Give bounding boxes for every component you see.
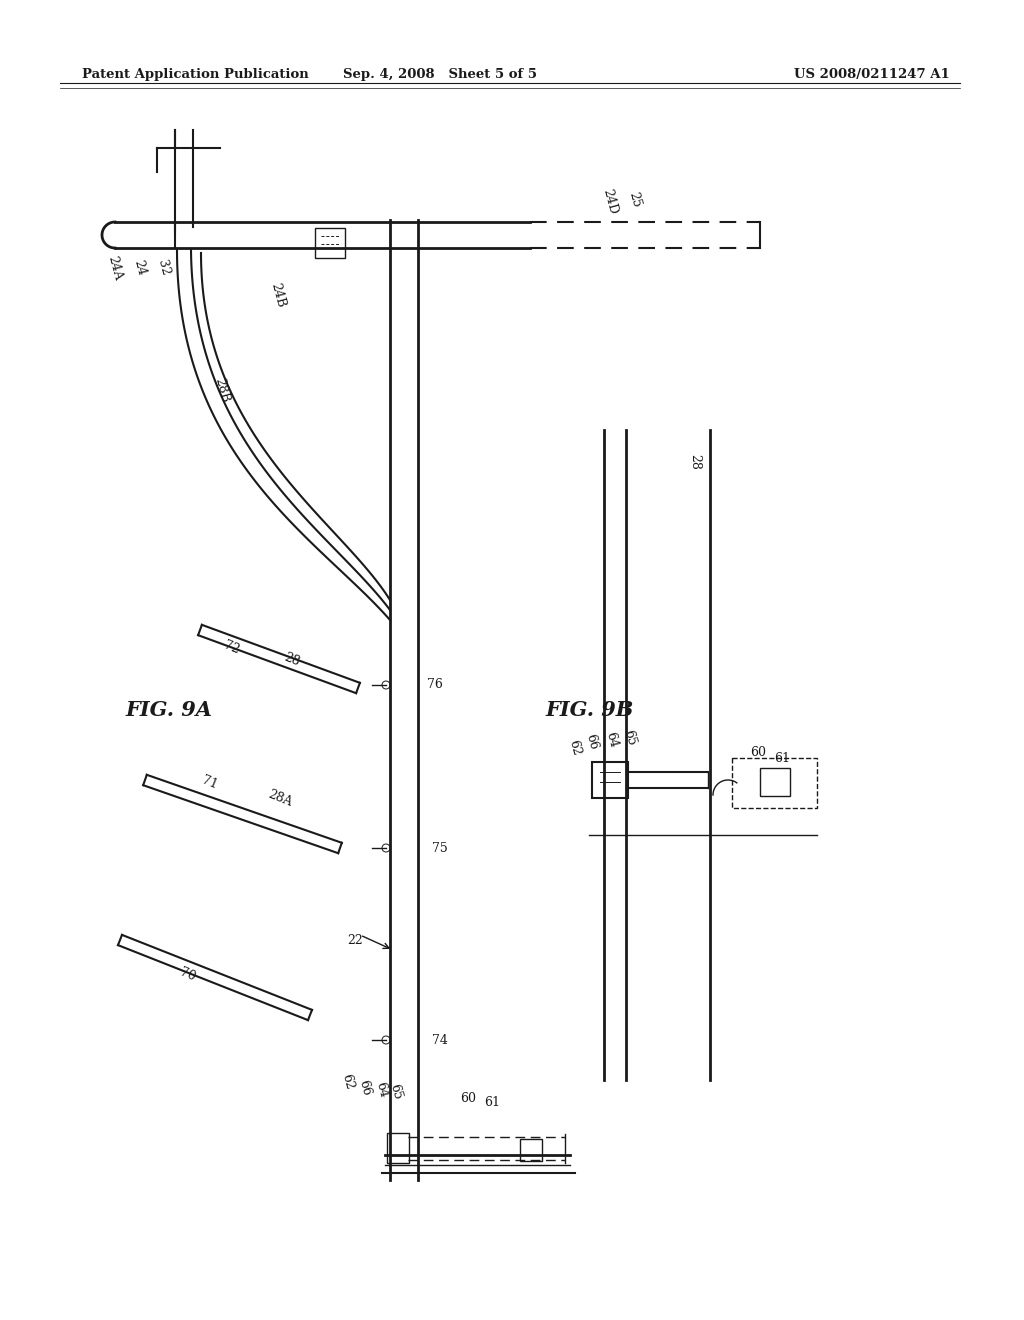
Text: 28B: 28B [212,376,231,404]
Bar [732,758,817,808]
Text: 75: 75 [432,842,447,854]
Text: 72: 72 [222,639,242,657]
Circle shape [382,681,390,689]
Text: 65: 65 [388,1082,404,1101]
Text: 24A: 24A [105,255,125,281]
Text: 60: 60 [750,746,766,759]
Text: 28: 28 [688,454,701,470]
Text: 74: 74 [432,1034,447,1047]
Text: 70: 70 [178,966,198,983]
Text: 71: 71 [201,774,220,792]
Text: 62: 62 [340,1073,356,1092]
Text: 24D: 24D [600,187,620,216]
Text: 28: 28 [283,651,302,669]
Text: 64: 64 [374,1081,390,1100]
Bar [387,1133,409,1163]
Text: FIG. 9B: FIG. 9B [545,700,634,719]
Text: 64: 64 [604,730,621,750]
Text: 61: 61 [774,751,790,764]
Text: 22: 22 [347,933,362,946]
Text: 24: 24 [132,259,148,277]
Text: 66: 66 [584,733,600,751]
Text: 32: 32 [155,259,171,277]
Bar [760,768,790,796]
Text: 62: 62 [566,739,584,758]
Text: 61: 61 [484,1097,500,1110]
Text: 66: 66 [356,1078,374,1097]
Circle shape [382,1036,390,1044]
Text: 76: 76 [427,678,443,692]
Bar [315,228,345,257]
Text: Patent Application Publication: Patent Application Publication [82,69,309,81]
Text: US 2008/0211247 A1: US 2008/0211247 A1 [795,69,950,81]
Text: 60: 60 [460,1092,476,1105]
Bar [520,1139,542,1162]
Circle shape [382,843,390,851]
Text: 25: 25 [627,190,643,210]
Text: 28A: 28A [266,787,294,809]
Text: Sep. 4, 2008   Sheet 5 of 5: Sep. 4, 2008 Sheet 5 of 5 [343,69,537,81]
Bar [592,762,628,799]
Text: FIG. 9A: FIG. 9A [125,700,212,719]
Text: 65: 65 [622,729,638,747]
Text: 24B: 24B [268,281,288,309]
